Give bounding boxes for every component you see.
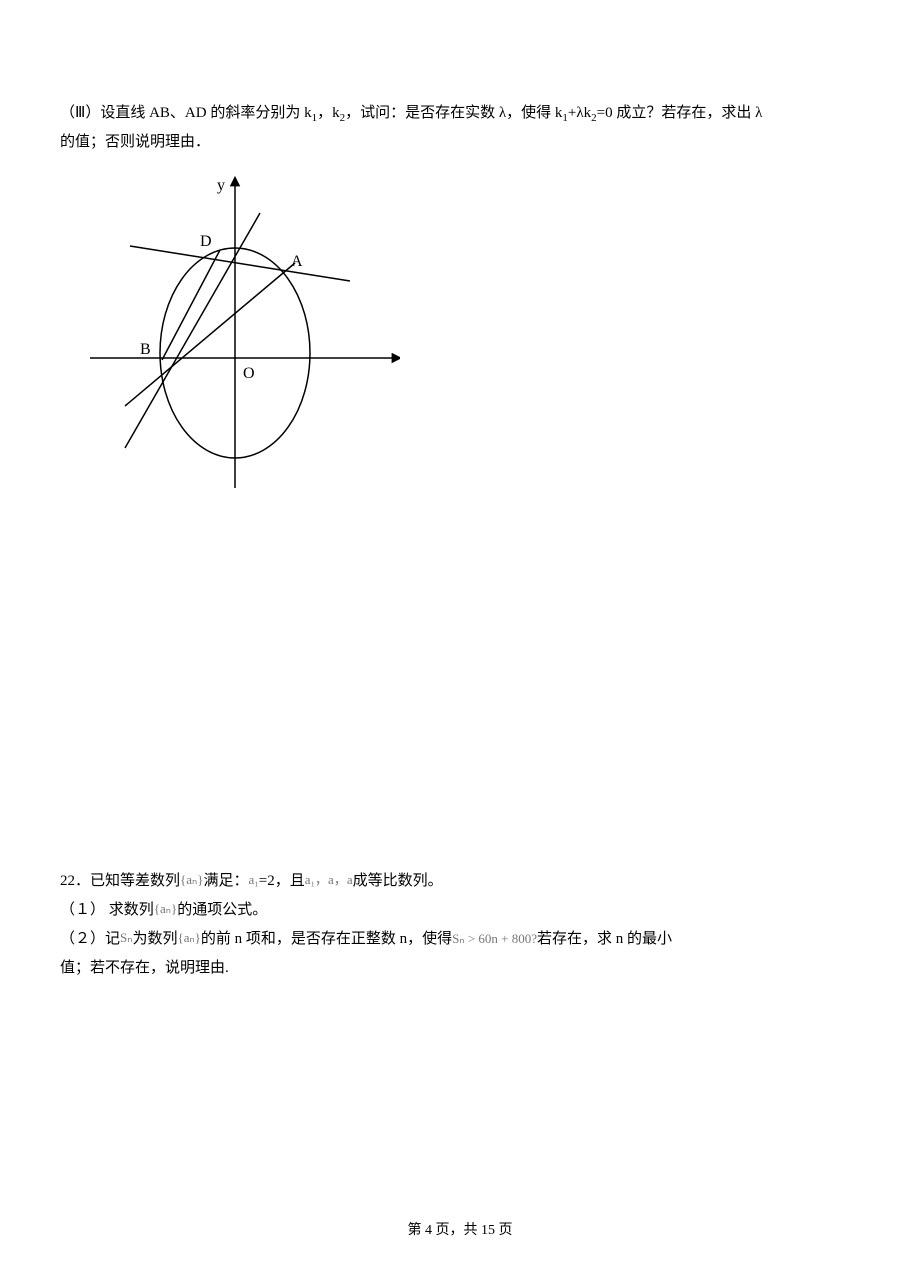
p22-intro-a: 22．已知等差数列 (60, 873, 180, 889)
math-ineq: Sₙ > 60n + 800? (452, 931, 537, 946)
p22-q2-b: 为数列 (132, 931, 177, 947)
svg-text:O: O (243, 365, 255, 382)
svg-text:B: B (140, 341, 151, 358)
p21-text-5: =0 成立？若存在，求出 λ (597, 105, 763, 121)
svg-text:D: D (200, 233, 212, 250)
svg-text:A: A (291, 253, 303, 270)
math-a1: a₁ (248, 872, 258, 887)
math-an-2: {aₙ} (154, 901, 177, 916)
p21-text-2: ，k (317, 105, 340, 121)
footer-current: 4 (425, 1223, 432, 1238)
p22-intro-b: 满足： (203, 873, 248, 889)
problem-22: 22．已知等差数列{aₙ}满足：a₁=2，且a₁，a，a成等比数列。 （１） 求… (60, 868, 860, 982)
p22-intro-d: 成等比数列。 (353, 873, 443, 889)
footer-c: 页 (495, 1223, 513, 1238)
p22-q1: （１） 求数列{aₙ}的通项公式。 (60, 897, 860, 924)
p22-intro: 22．已知等差数列{aₙ}满足：a₁=2，且a₁，a，a成等比数列。 (60, 868, 860, 895)
page-footer: 第 4 页，共 15 页 (0, 1218, 920, 1243)
svg-text:y: y (217, 177, 225, 194)
p22-q2-e: 值；若不存在，说明理由. (60, 960, 229, 976)
math-sn: Sₙ (120, 930, 132, 945)
page-container: （Ⅲ）设直线 AB、AD 的斜率分别为 k1，k2，试问：是否存在实数 λ，使得… (0, 0, 920, 1273)
math-an-1: {aₙ} (180, 872, 203, 887)
math-terms: a₁，a，a (305, 872, 353, 887)
p21-text-4: +λk (568, 105, 591, 121)
p22-q1-b: 的通项公式。 (177, 902, 267, 918)
p22-intro-c: =2，且 (259, 873, 305, 889)
p21-text-1: （Ⅲ）设直线 AB、AD 的斜率分别为 k (60, 105, 312, 121)
p22-q2-a: （２）记 (60, 931, 120, 947)
problem-21-part3: （Ⅲ）设直线 AB、AD 的斜率分别为 k1，k2，试问：是否存在实数 λ，使得… (60, 100, 860, 156)
p22-q2-c: 的前 n 项和，是否存在正整数 n，使得 (201, 931, 452, 947)
p22-q2-d: 若存在，求 n 的最小 (537, 931, 672, 947)
p22-q2-line2: 值；若不存在，说明理由. (60, 955, 860, 982)
footer-a: 第 (408, 1223, 426, 1238)
math-an-3: {aₙ} (177, 930, 200, 945)
footer-total: 15 (481, 1223, 495, 1238)
p21-text-3: ，试问：是否存在实数 λ，使得 k (345, 105, 562, 121)
figure-ellipse-chart: xyOABD (60, 168, 860, 498)
p22-q1-a: （１） 求数列 (60, 902, 154, 918)
p21-line2: 的值；否则说明理由． (60, 129, 860, 156)
p22-q2-line1: （２）记Sₙ为数列{aₙ}的前 n 项和，是否存在正整数 n，使得Sₙ > 60… (60, 926, 860, 953)
footer-b: 页，共 (432, 1223, 481, 1238)
ellipse-diagram-svg: xyOABD (60, 168, 400, 488)
